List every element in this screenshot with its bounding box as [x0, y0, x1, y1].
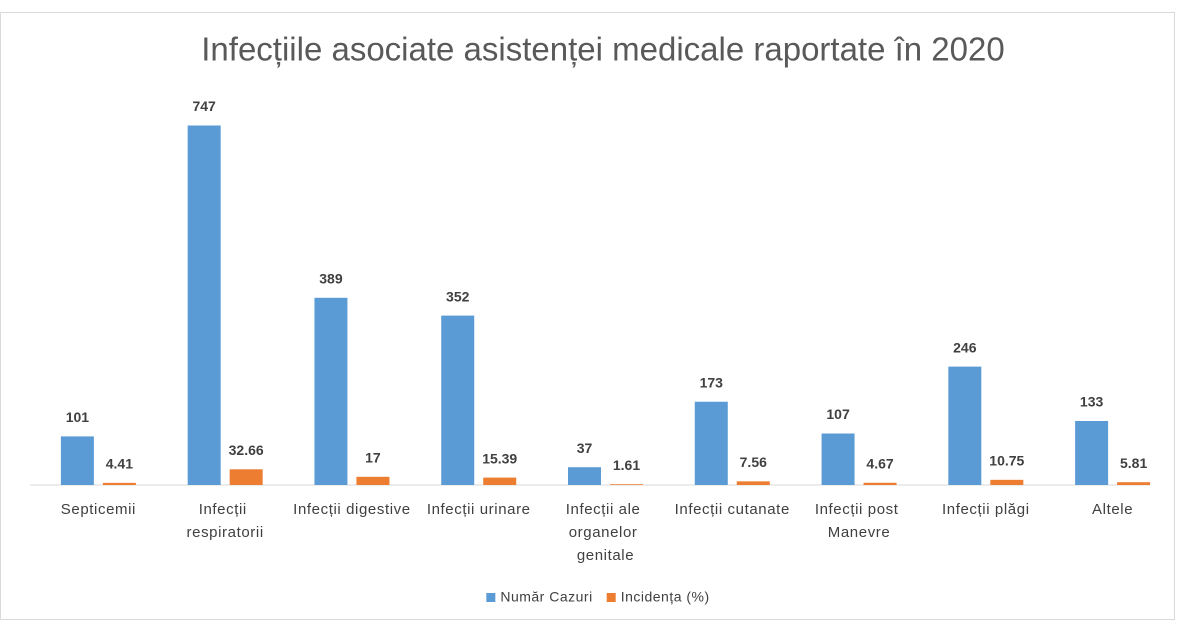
bar: [568, 467, 601, 485]
bar: [1075, 420, 1109, 485]
legend-swatch: [606, 593, 616, 602]
x-tick-label: Infecții cutanate: [675, 501, 790, 518]
bar: [948, 366, 982, 485]
data-label: 133: [1080, 394, 1104, 410]
data-label: 4.67: [866, 455, 893, 471]
data-label: 7.56: [740, 454, 767, 470]
data-label: 32.66: [229, 442, 264, 458]
bar: [314, 297, 348, 485]
legend-label: Incidența (%): [621, 589, 710, 605]
bar: [990, 479, 1024, 485]
x-tick-label: Infecții ale organelor genitale: [566, 501, 646, 564]
bar: [694, 401, 728, 485]
bar: [356, 476, 390, 485]
x-tick-label: Septicemii: [61, 501, 136, 518]
bar: [1117, 482, 1151, 485]
x-tick-label: Infecții digestive: [293, 501, 411, 518]
chart-frame: [0, 12, 1175, 620]
bar: [863, 482, 897, 485]
data-label: 101: [66, 409, 90, 425]
x-tick-label: Infecții respiratorii: [187, 501, 264, 541]
data-label: 5.81: [1120, 455, 1147, 471]
x-tick-label: Infecții urinare: [427, 501, 531, 518]
data-label: 1.61: [613, 457, 640, 473]
bar: [483, 477, 517, 485]
x-tick-label: Infecții plăgi: [942, 501, 1030, 518]
bar: [610, 484, 643, 485]
bar: [441, 315, 475, 485]
data-label: 389: [319, 270, 343, 286]
data-label: 352: [446, 288, 470, 304]
legend-swatch: [486, 593, 496, 602]
x-tick-label: Altele: [1092, 501, 1133, 518]
data-label: 107: [826, 406, 850, 422]
data-label: 173: [700, 374, 724, 390]
data-label: 246: [953, 339, 977, 355]
chart-title: Infecțiile asociate asistenței medicale …: [201, 31, 1004, 68]
data-label: 17: [365, 450, 381, 466]
legend-label: Număr Cazuri: [500, 589, 592, 605]
bar: [821, 433, 855, 485]
data-label: 747: [192, 98, 216, 114]
data-label: 4.41: [106, 456, 133, 472]
bar: [102, 482, 136, 485]
bar: [60, 436, 94, 485]
data-label: 15.39: [482, 450, 517, 466]
x-tick-label: Infecții post Manevre: [815, 501, 903, 541]
bar: [736, 481, 770, 485]
data-label: 10.75: [989, 453, 1024, 469]
bar: [229, 469, 263, 485]
data-label: 37: [577, 440, 593, 456]
bar: [187, 125, 221, 485]
